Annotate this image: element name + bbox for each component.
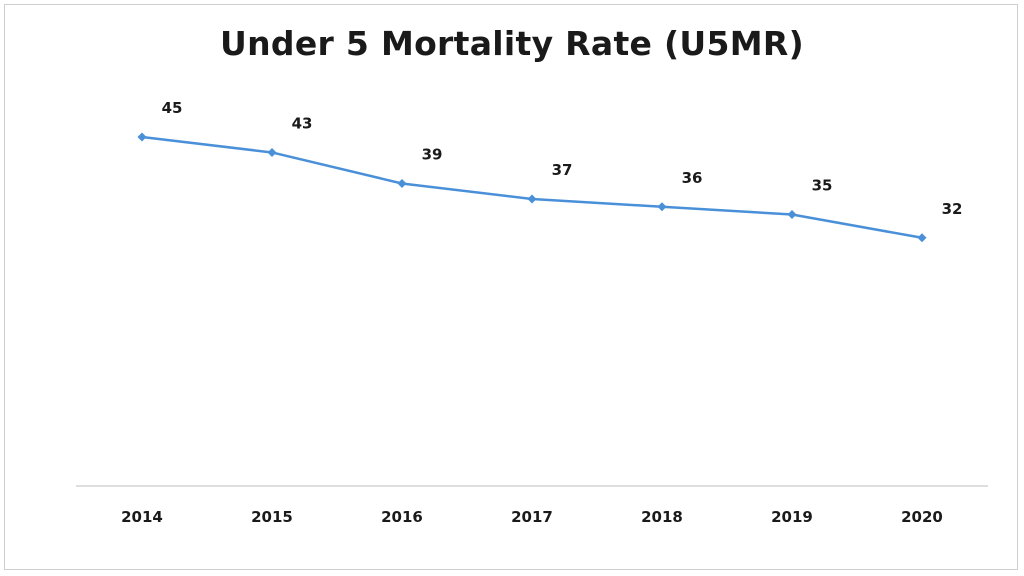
x-tick-labels: 2014 2015 2016 2017 2018 2019 2020 <box>121 508 943 526</box>
x-tick-label-2020: 2020 <box>901 508 943 526</box>
data-label-2019: 35 <box>812 177 833 195</box>
data-label-2020: 32 <box>942 200 963 218</box>
x-tick-label-2015: 2015 <box>251 508 293 526</box>
data-label-2017: 37 <box>552 161 573 179</box>
series-line-group <box>140 135 924 240</box>
x-tick-label-2019: 2019 <box>771 508 813 526</box>
data-point-2017 <box>527 194 537 204</box>
series-line <box>140 135 924 240</box>
data-point-2016 <box>397 178 407 188</box>
x-tick-label-2017: 2017 <box>511 508 553 526</box>
data-label-2016: 39 <box>422 145 443 163</box>
data-points <box>137 132 927 243</box>
data-point-2014 <box>137 132 147 142</box>
data-point-2020 <box>917 233 927 243</box>
chart-frame <box>4 4 1018 570</box>
data-label-2015: 43 <box>292 114 313 132</box>
chart-title: Under 5 Mortality Rate (U5MR) <box>220 24 804 63</box>
data-label-2014: 45 <box>162 99 183 117</box>
data-labels: 45 43 39 37 36 35 32 <box>162 99 963 218</box>
x-tick-label-2016: 2016 <box>381 508 423 526</box>
data-point-2018 <box>657 202 667 212</box>
data-point-2015 <box>267 147 277 157</box>
x-tick-label-2018: 2018 <box>641 508 683 526</box>
data-label-2018: 36 <box>682 169 703 187</box>
x-tick-label-2014: 2014 <box>121 508 163 526</box>
data-point-2019 <box>787 210 797 220</box>
